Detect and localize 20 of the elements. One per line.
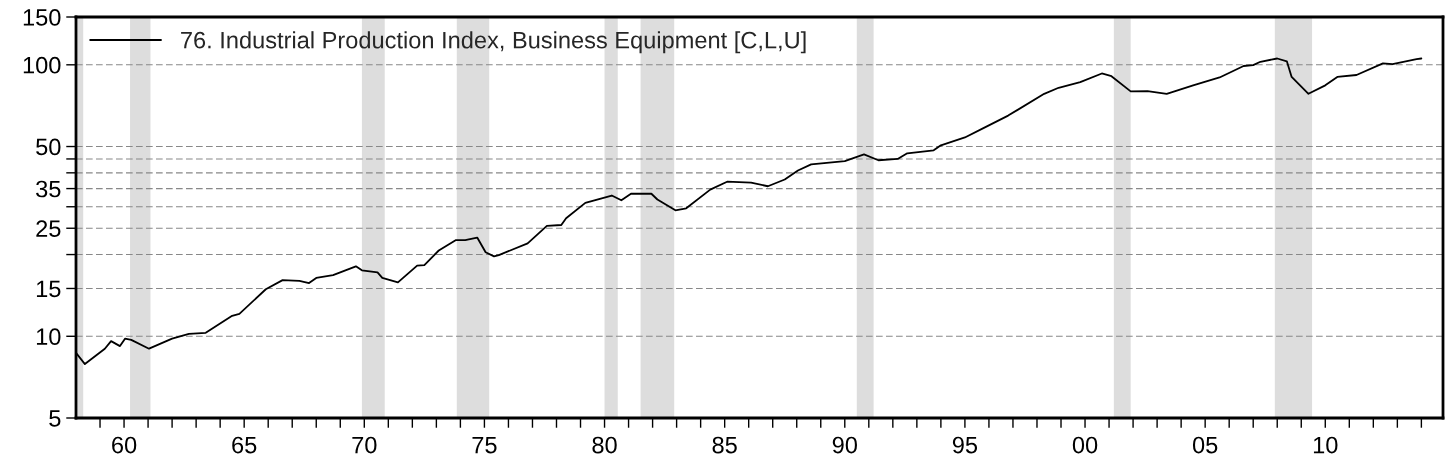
x-tick-label: 75 <box>472 436 497 454</box>
x-tick-label: 70 <box>352 436 377 454</box>
y-tick-label: 15 <box>36 280 61 298</box>
y-tick-label: 100 <box>23 56 61 74</box>
x-tick-label: 95 <box>952 436 978 454</box>
y-tick-label: 25 <box>36 220 61 238</box>
x-tick-label: 00 <box>1072 436 1098 454</box>
x-tick-label: 10 <box>1313 436 1338 454</box>
x-tick-label: 60 <box>112 436 137 454</box>
x-tick-label: 85 <box>712 436 737 454</box>
x-tick-label: 80 <box>592 436 617 454</box>
legend-label: 76. Industrial Production Index, Business Equipment [C,L,U] <box>181 31 806 54</box>
x-tick-label: 05 <box>1192 436 1218 454</box>
y-tick-label: 35 <box>36 180 61 198</box>
x-tick-label: 90 <box>832 436 857 454</box>
y-tick-label: 150 <box>23 9 61 26</box>
y-tick-label: 50 <box>36 138 61 156</box>
y-tick-label: 10 <box>36 328 61 346</box>
y-tick-label: 5 <box>49 410 61 427</box>
x-tick-label: 65 <box>232 436 257 454</box>
